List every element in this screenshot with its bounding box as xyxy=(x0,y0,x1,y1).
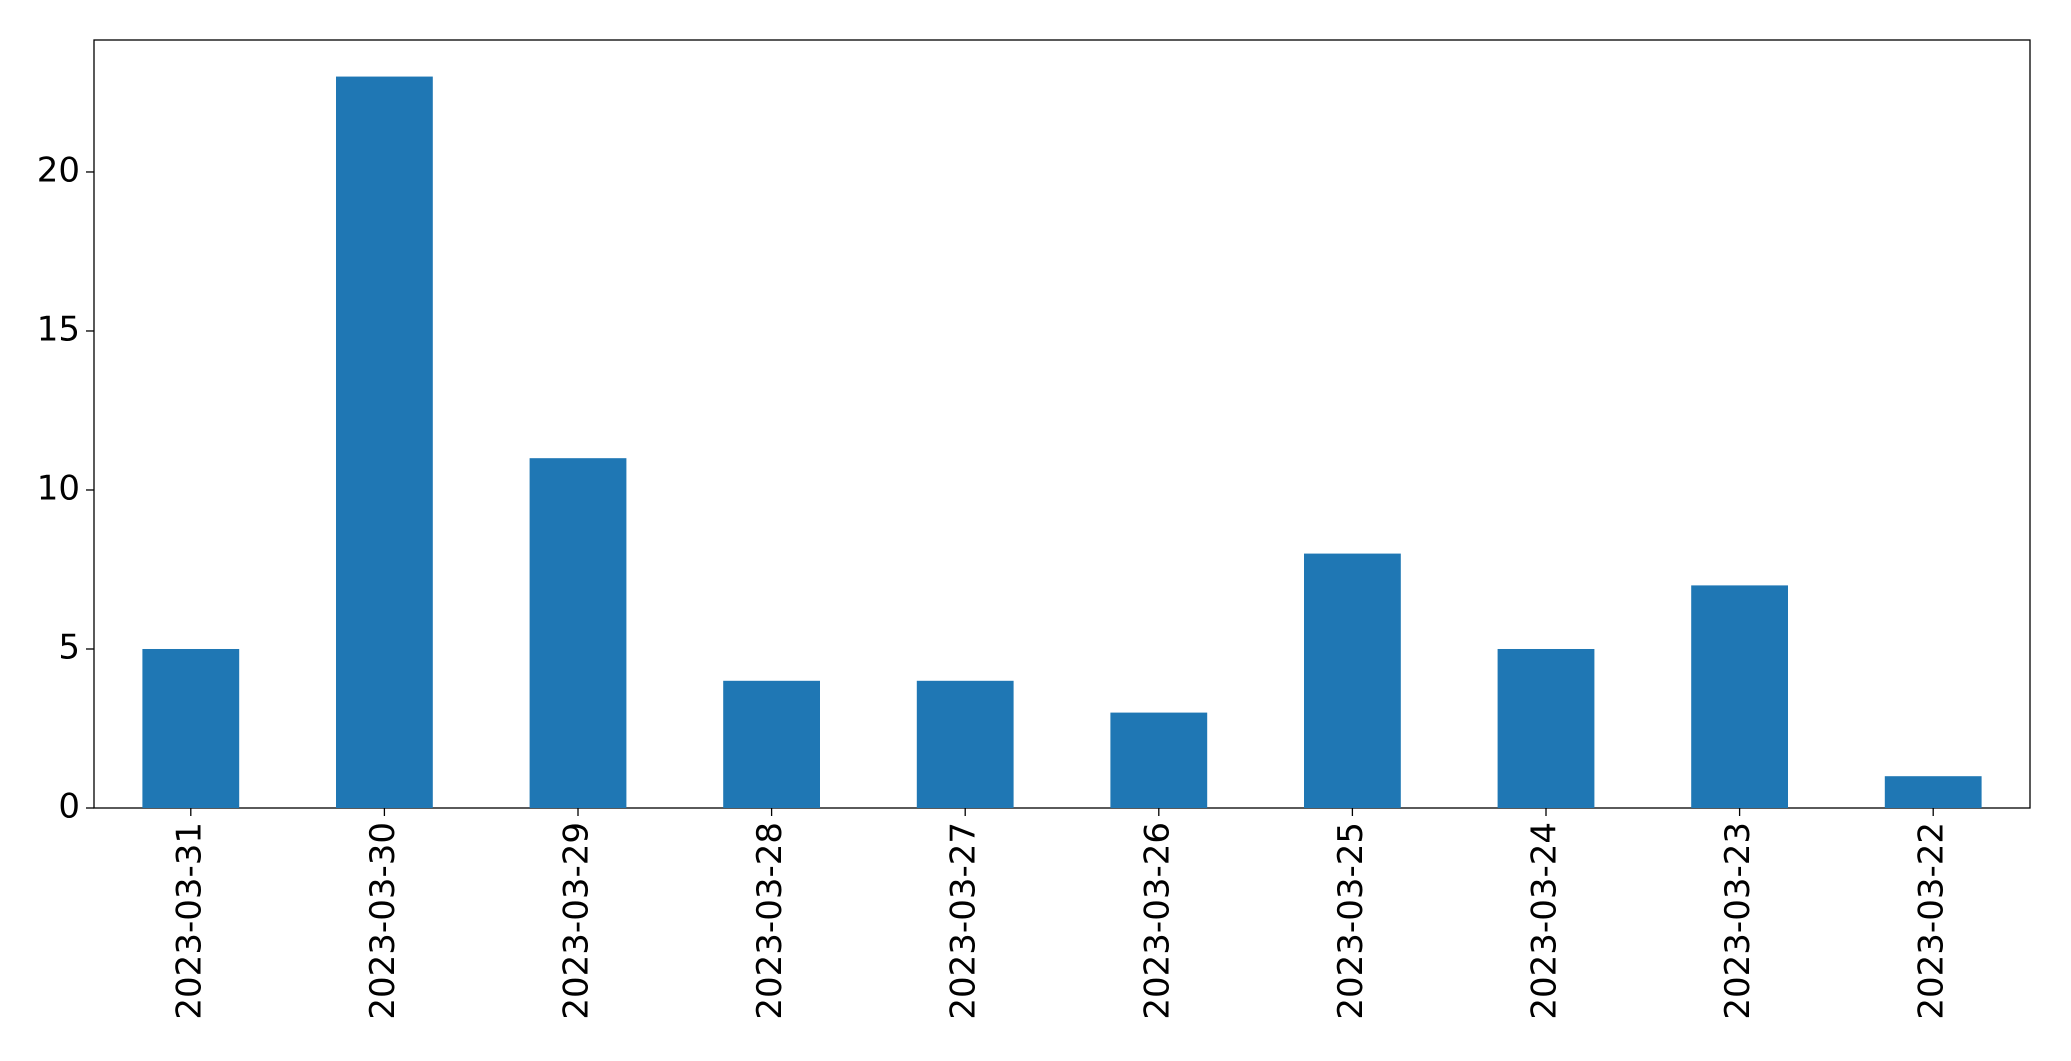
x-tick-label: 2023-03-28 xyxy=(750,822,790,1020)
x-tick-label: 2023-03-29 xyxy=(557,822,597,1020)
bar xyxy=(1497,648,1595,808)
x-tick-label: 2023-03-23 xyxy=(1718,822,1758,1020)
bar xyxy=(1304,553,1401,808)
x-tick-label: 2023-03-31 xyxy=(169,822,209,1020)
x-tick-label: 2023-03-22 xyxy=(1912,822,1952,1020)
bar xyxy=(529,458,627,808)
x-tick-label: 2023-03-25 xyxy=(1331,822,1371,1020)
y-tick-label: 5 xyxy=(58,627,80,667)
bar xyxy=(142,648,240,808)
bar xyxy=(336,76,433,809)
y-tick-label: 0 xyxy=(58,787,80,827)
plot-frame xyxy=(93,39,2031,809)
bar xyxy=(723,680,820,808)
x-tick-label: 2023-03-24 xyxy=(1525,822,1565,1020)
y-tick-label: 10 xyxy=(37,468,80,508)
x-tick-label: 2023-03-30 xyxy=(363,822,403,1020)
bar xyxy=(1884,776,1982,808)
bar xyxy=(916,680,1014,808)
x-tick-label: 2023-03-26 xyxy=(1137,822,1177,1020)
bar xyxy=(1691,585,1788,808)
bar xyxy=(1110,712,1208,808)
y-tick-label: 20 xyxy=(37,150,80,190)
y-tick-label: 15 xyxy=(37,309,80,349)
x-tick-label: 2023-03-27 xyxy=(944,822,984,1020)
